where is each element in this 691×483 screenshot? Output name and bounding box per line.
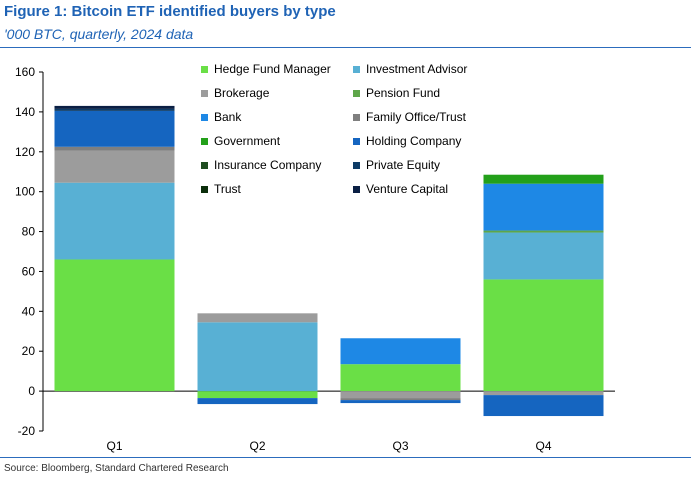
- figure-title: Figure 1: Bitcoin ETF identified buyers …: [4, 3, 336, 20]
- bar-segment: [483, 391, 604, 396]
- legend-label: Pension Fund: [366, 86, 441, 100]
- x-tick-label: Q1: [106, 439, 122, 453]
- bar-segment: [54, 146, 175, 151]
- y-tick-label: 100: [15, 185, 35, 199]
- legend-swatch: [201, 113, 208, 121]
- x-tick-label: Q4: [535, 439, 551, 453]
- legend-swatch: [201, 185, 208, 193]
- legend-swatch: [353, 113, 360, 121]
- legend-item: Hedge Fund Manager: [201, 60, 353, 78]
- bar-segment: [340, 364, 461, 392]
- bar-segment: [54, 110, 175, 147]
- x-tick-label: Q3: [392, 439, 408, 453]
- y-tick-label: 120: [15, 145, 35, 159]
- bar-segment: [483, 174, 604, 184]
- legend-swatch: [353, 137, 360, 145]
- legend-item: Holding Company: [353, 132, 501, 150]
- legend-swatch: [353, 65, 360, 73]
- legend-label: Bank: [214, 110, 242, 124]
- legend-label: Private Equity: [366, 158, 441, 172]
- y-tick-label: 140: [15, 105, 35, 119]
- legend-item: Family Office/Trust: [353, 108, 501, 126]
- bar-segment: [54, 150, 175, 183]
- legend-label: Family Office/Trust: [366, 110, 467, 124]
- y-tick-label: 20: [22, 344, 36, 358]
- bar-segment: [340, 400, 461, 404]
- legend-item: Bank: [201, 108, 353, 126]
- y-tick-label: 160: [15, 65, 35, 79]
- legend-item: Pension Fund: [353, 84, 501, 102]
- bars: [54, 105, 604, 417]
- bar-segment: [483, 230, 604, 233]
- bar-segment: [483, 279, 604, 392]
- legend-swatch: [201, 65, 208, 73]
- bar-segment: [197, 398, 318, 405]
- y-tick-label: 80: [22, 225, 36, 239]
- bar-segment: [197, 313, 318, 323]
- legend-swatch: [201, 137, 208, 145]
- legend-swatch: [201, 89, 208, 97]
- bar-segment: [340, 338, 461, 365]
- legend-swatch: [353, 89, 360, 97]
- legend-label: Trust: [214, 182, 241, 196]
- y-tick-label: 0: [28, 384, 35, 398]
- x-tick-label: Q2: [249, 439, 265, 453]
- bar-segment: [483, 232, 604, 280]
- bar-segment: [483, 395, 604, 417]
- top-rule: [0, 47, 691, 48]
- legend-item: Private Equity: [353, 156, 501, 174]
- legend-item: Trust: [201, 180, 353, 198]
- legend-item: Brokerage: [201, 84, 353, 102]
- legend-label: Brokerage: [214, 86, 270, 100]
- bar-segment: [340, 398, 461, 401]
- x-axis-labels: Q1 Q2 Q3 Q4: [106, 439, 551, 453]
- bottom-rule: [0, 457, 691, 458]
- legend: Hedge Fund Manager Investment Advisor Brok…: [201, 60, 501, 198]
- y-tick-label: -20: [18, 424, 36, 438]
- legend-label: Insurance Company: [214, 158, 322, 172]
- legend-swatch: [353, 185, 360, 193]
- figure-subtitle: '000 BTC, quarterly, 2024 data: [4, 26, 194, 42]
- legend-item: Investment Advisor: [353, 60, 501, 78]
- y-tick-label: 40: [22, 304, 36, 318]
- legend-label: Hedge Fund Manager: [214, 62, 331, 76]
- legend-item: Venture Capital: [353, 180, 501, 198]
- legend-item: Government: [201, 132, 353, 150]
- bar-segment: [54, 259, 175, 392]
- legend-label: Government: [214, 134, 281, 148]
- bar-segment: [54, 108, 175, 111]
- y-tick-label: 60: [22, 264, 36, 278]
- bar-segment: [197, 391, 318, 399]
- bar-segment: [54, 105, 175, 109]
- legend-label: Holding Company: [366, 134, 462, 148]
- bar-segment: [197, 322, 318, 392]
- bar-segment: [483, 183, 604, 231]
- legend-label: Investment Advisor: [366, 62, 468, 76]
- legend-swatch: [353, 161, 360, 169]
- bar-segment: [54, 182, 175, 260]
- source-note: Source: Bloomberg, Standard Chartered Re…: [4, 463, 229, 474]
- legend-label: Venture Capital: [366, 182, 449, 196]
- bar-segment: [340, 391, 461, 399]
- legend-item: Insurance Company: [201, 156, 353, 174]
- legend-swatch: [201, 161, 208, 169]
